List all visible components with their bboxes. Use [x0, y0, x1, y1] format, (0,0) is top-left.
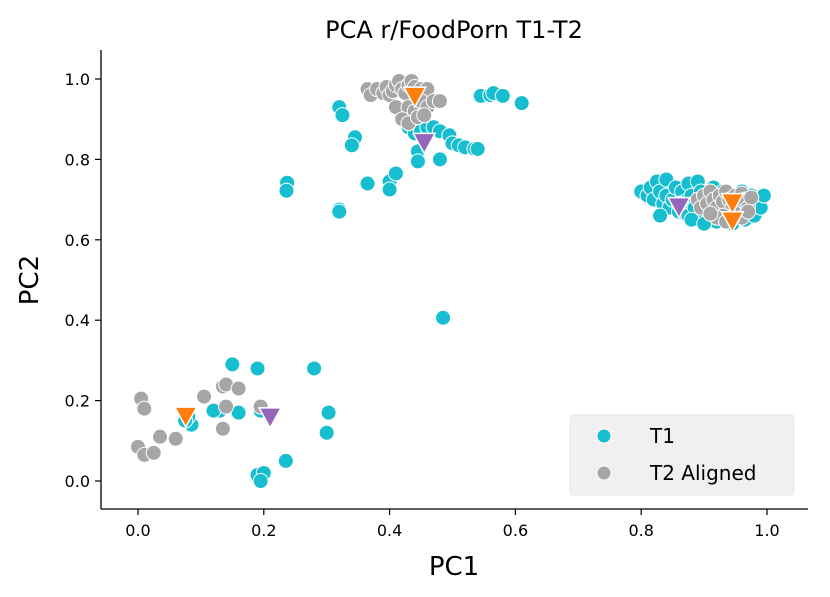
x-tick-label: 0.8 [628, 521, 653, 540]
data-point-t1 [278, 182, 295, 199]
data-point-t1-centroid [402, 86, 428, 109]
data-point-t1 [513, 95, 530, 112]
data-point-t2-aligned [152, 428, 169, 445]
data-point-t1 [249, 360, 266, 377]
data-point-t2-aligned [218, 398, 235, 415]
data-point-t1 [224, 356, 241, 373]
data-point-t1 [652, 207, 669, 224]
data-point-t1 [343, 137, 360, 154]
legend: T1 T2 Aligned [569, 414, 795, 496]
y-tick-label: 0.2 [65, 392, 90, 411]
y-axis-ticks: 0.0 0.2 0.4 0.6 0.8 1.0 [65, 70, 101, 491]
data-point-t2-aligned [431, 93, 448, 110]
data-point-t1-centroid [720, 210, 745, 234]
legend-label-t2-aligned: T2 Aligned [649, 461, 756, 485]
data-point-t1 [306, 360, 323, 377]
data-point-t1-centroid [720, 192, 745, 216]
data-point-t1 [252, 473, 269, 489]
data-point-t1-centroid [173, 406, 199, 429]
data-point-t2-aligned [145, 444, 162, 461]
x-axis-ticks: 0.0 0.2 0.4 0.6 0.8 1.0 [125, 509, 780, 540]
y-tick-label: 0.0 [65, 472, 90, 491]
data-point-t1 [318, 424, 335, 441]
data-point-t1 [334, 107, 351, 124]
x-tick-label: 0.0 [125, 521, 150, 540]
y-axis-label: PC2 [15, 255, 45, 305]
y-tick-label: 0.4 [65, 311, 90, 330]
data-point-t1 [359, 175, 376, 192]
legend-marker-t2-aligned [596, 465, 612, 481]
data-point-t2-centroid [411, 132, 437, 155]
data-point-t1 [494, 87, 511, 104]
y-tick-label: 1.0 [65, 70, 90, 89]
data-point-t1 [277, 452, 294, 469]
x-tick-label: 1.0 [754, 521, 779, 540]
x-axis-label: PC1 [429, 552, 479, 582]
data-point-t1 [435, 309, 452, 326]
y-tick-label: 0.8 [65, 150, 90, 169]
data-point-t1 [431, 151, 448, 168]
data-point-t2-aligned [743, 189, 760, 206]
data-point-t1 [387, 165, 404, 182]
data-point-t2-centroid [666, 196, 692, 220]
data-point-t1 [409, 153, 426, 170]
data-point-t2-aligned [416, 107, 433, 124]
plot-marks [130, 73, 772, 489]
data-point-t1 [469, 140, 486, 157]
data-point-t2-aligned [136, 400, 153, 417]
x-tick-label: 0.6 [503, 521, 528, 540]
data-point-t1 [320, 404, 337, 421]
data-point-t2-aligned [196, 388, 213, 405]
data-point-t2-aligned [702, 205, 719, 222]
y-tick-label: 0.6 [65, 231, 90, 250]
data-point-t1 [381, 181, 398, 198]
data-point-t2-aligned [214, 420, 231, 437]
chart-title: PCA r/FoodPorn T1-T2 [325, 16, 583, 44]
legend-box [569, 414, 795, 496]
data-point-t2-aligned [167, 430, 184, 447]
legend-label-t1: T1 [649, 424, 675, 448]
x-tick-label: 0.4 [377, 521, 402, 540]
legend-marker-t1 [596, 428, 612, 444]
data-point-t2-aligned [230, 380, 247, 397]
x-tick-label: 0.2 [251, 521, 276, 540]
data-point-t2-centroid [257, 407, 283, 430]
data-point-t1 [331, 203, 348, 220]
